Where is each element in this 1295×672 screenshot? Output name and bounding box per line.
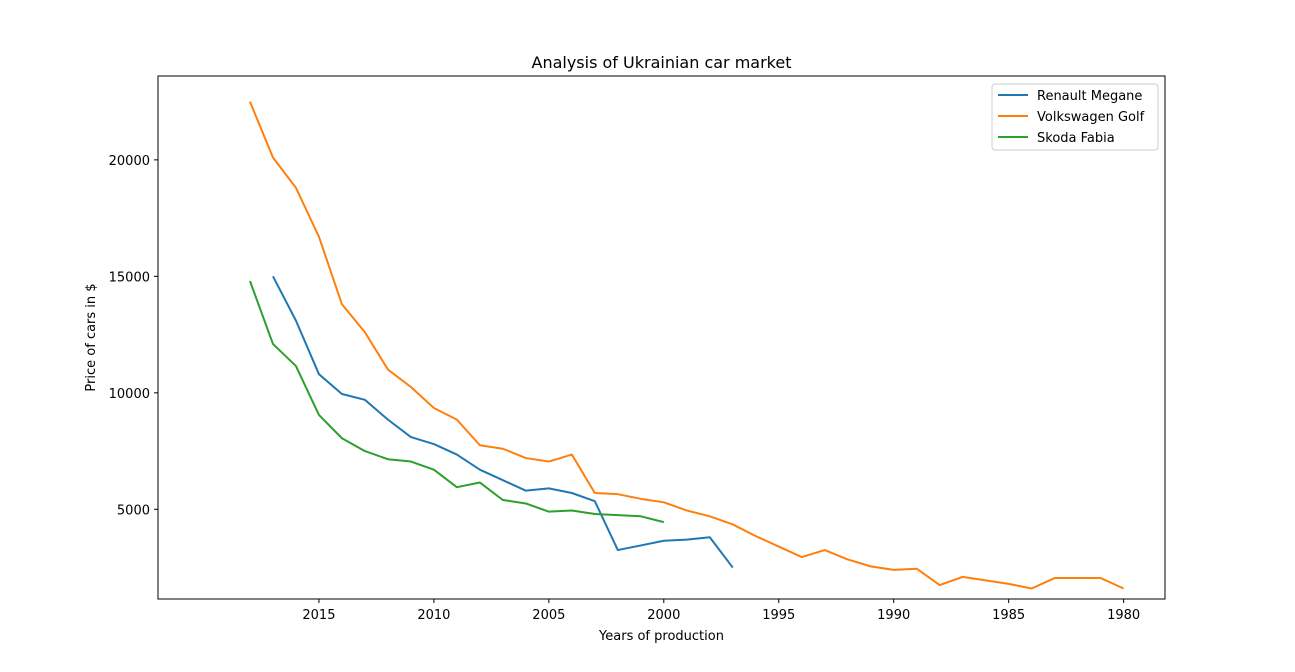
y-tick-label: 5000 bbox=[117, 503, 150, 518]
legend-box bbox=[991, 83, 1159, 151]
x-tick-label: 2000 bbox=[647, 608, 680, 623]
legend: Renault Megane Volkswagen Golf Skoda Fab… bbox=[991, 83, 1159, 151]
legend-label-volkswagen-golf: Volkswagen Golf bbox=[1037, 110, 1145, 125]
x-tick-label: 2005 bbox=[532, 608, 565, 623]
y-tick-label: 15000 bbox=[109, 270, 150, 285]
x-tick-label: 1990 bbox=[877, 608, 910, 623]
series-line-renault-megane bbox=[272, 275, 734, 569]
x-axis-label: Years of production bbox=[598, 629, 724, 644]
y-axis-ticks: 5000 10000 15000 20000 bbox=[109, 154, 158, 518]
legend-label-skoda-fabia: Skoda Fabia bbox=[1037, 131, 1115, 146]
y-tick-label: 10000 bbox=[109, 387, 150, 402]
x-tick-label: 2010 bbox=[417, 608, 450, 623]
x-tick-label: 1980 bbox=[1107, 608, 1140, 623]
series-line-volkswagen-golf bbox=[249, 101, 1125, 590]
series-line-skoda-fabia bbox=[249, 280, 665, 524]
x-axis-ticks: 2015 2010 2005 2000 1995 1990 1985 1980 bbox=[302, 599, 1140, 623]
y-tick-label: 20000 bbox=[109, 154, 150, 169]
x-tick-label: 1995 bbox=[762, 608, 795, 623]
y-axis-label: Price of cars in $ bbox=[84, 283, 99, 391]
plot-area bbox=[249, 101, 1125, 590]
plot-frame bbox=[157, 75, 1166, 600]
legend-label-renault-megane: Renault Megane bbox=[1037, 89, 1142, 104]
x-tick-label: 1985 bbox=[992, 608, 1025, 623]
chart-title: Analysis of Ukrainian car market bbox=[532, 53, 792, 72]
x-tick-label: 2015 bbox=[302, 608, 335, 623]
